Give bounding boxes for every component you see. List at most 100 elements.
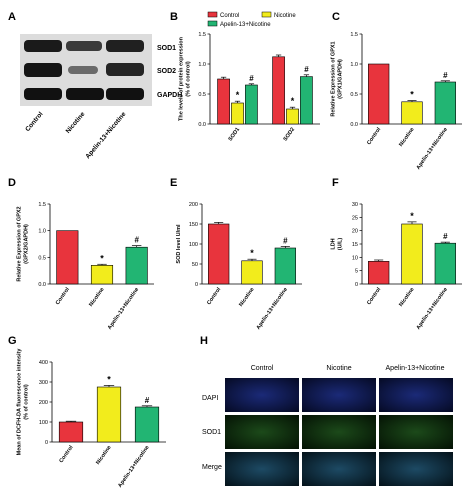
chart-d-y-tick-label: 1.5 <box>38 202 46 208</box>
chart-f-y-tick-label: 30 <box>352 202 358 208</box>
chart-f-ldh: 0 5 10 15 20 25 30 LDH (U/L) Control * Nicotine # Ape… <box>331 202 462 331</box>
chart-g-significance-mark: * <box>107 374 111 384</box>
chart-b-x-tick-label: SOD1 <box>228 127 242 143</box>
blot-band-sod1-nicotine <box>66 41 102 51</box>
chart-g-bar <box>96 386 122 443</box>
chart-f-y-tick-label: 5 <box>355 269 358 275</box>
chart-f-x-tick-label: Control <box>366 286 382 306</box>
chart-g-significance-mark: # <box>145 396 150 405</box>
chart-d-y-label: Relative Expression of GPX2 <box>17 206 23 281</box>
chart-g-bar <box>58 421 84 443</box>
blot-lane-label-apelin: Apelin-13+Nicotine <box>84 110 127 160</box>
chart-f-y-label: (U/L) <box>338 238 344 251</box>
chart-b-bar <box>217 78 230 125</box>
chart-g-y-tick-label: 400 <box>39 360 48 366</box>
micro-row-label-merge: Merge <box>202 464 222 471</box>
chart-b-sod-protein: 0.0 0.5 1.0 1.5 The levels of protein expres… <box>179 32 320 143</box>
chart-b-y-tick-label: 1.0 <box>198 62 206 68</box>
blot-lane-label-nicotine: Nicotine <box>65 111 87 135</box>
chart-e-y-tick-label: 0 <box>195 282 198 288</box>
chart-e-y-tick-label: 150 <box>189 222 198 228</box>
chart-b-y-tick-label: 0.5 <box>198 92 206 98</box>
chart-e-x-tick-label: Apelin-13+Nicotine <box>256 287 289 331</box>
chart-d-bar <box>56 230 79 285</box>
panel-label-f: F <box>332 177 339 189</box>
chart-c-y-label: Relative Expression of GPX1 <box>331 41 337 116</box>
chart-b-significance-mark: # <box>304 65 309 74</box>
blot-band-sod2-apelin <box>106 63 144 76</box>
panel-label-e: E <box>170 177 177 189</box>
chart-b-y-label: The levels of protein expression <box>179 36 185 121</box>
chart-g-y-tick-label: 0 <box>45 440 48 446</box>
chart-c-significance-mark: * <box>410 90 414 100</box>
chart-e-significance-mark: * <box>250 248 254 258</box>
blot-band-sod1-control <box>24 40 62 52</box>
chart-e-y-tick-label: 100 <box>189 242 198 248</box>
legend-label-nicotine: Nicotine <box>274 13 296 19</box>
blot-band-gapdh-control <box>24 88 62 100</box>
chart-d-bar <box>90 265 114 285</box>
chart-g-y-tick-label: 100 <box>39 420 48 426</box>
micro-image-sod1-nicotine <box>302 415 376 449</box>
chart-e-bar <box>208 223 230 285</box>
chart-b-y-tick-label: 1.5 <box>198 32 206 38</box>
legend: Control Nicotine Apelin-13+Nicotine <box>207 11 296 28</box>
chart-d-y-label: (GPX2/GAPDH) <box>24 224 30 264</box>
chart-c-y-tick-label: 1.0 <box>350 62 358 68</box>
chart-g-y-label: Mean of DCFH-DA fluorescence intensity <box>17 348 23 456</box>
chart-f-x-tick-label: Apelin-13+Nicotine <box>416 287 449 331</box>
chart-d-significance-mark: # <box>134 236 139 245</box>
chart-g-y-tick-label: 200 <box>39 400 48 406</box>
chart-e-bar <box>274 247 296 285</box>
chart-d-bar <box>125 246 148 285</box>
chart-d-x-tick-label: Nicotine <box>88 287 105 308</box>
chart-c-bar <box>434 81 456 125</box>
panel-label-c: C <box>332 11 340 23</box>
micro-image-merge-apelin <box>379 452 453 486</box>
chart-g-y-tick-label: 300 <box>39 380 48 386</box>
blot-band-gapdh-apelin <box>106 88 144 100</box>
panel-label-d: D <box>8 177 16 189</box>
micro-image-sod1-apelin <box>379 415 453 449</box>
chart-f-bar <box>368 261 390 285</box>
chart-f-significance-mark: # <box>443 232 448 241</box>
chart-d-x-tick-label: Apelin-13+Nicotine <box>107 287 140 331</box>
chart-f-y-tick-label: 0 <box>355 282 358 288</box>
chart-e-bar <box>241 260 263 285</box>
chart-g-x-tick-label: Control <box>59 444 75 464</box>
micro-image-dapi-nicotine <box>302 378 376 412</box>
chart-d-significance-mark: * <box>100 253 104 263</box>
chart-g-dcfh-da: 0 100 200 300 400 Mean of DCFH-DA fluorescenc… <box>17 348 166 489</box>
panel-label-b: B <box>170 11 178 23</box>
chart-c-bar <box>368 63 390 125</box>
chart-f-y-label: LDH <box>331 238 337 249</box>
chart-e-x-tick-label: Control <box>206 286 222 306</box>
blot-band-gapdh-nicotine <box>66 88 104 100</box>
blot-label-gapdh: GAPDH <box>157 92 182 99</box>
blot-band-sod2-nicotine <box>68 66 98 74</box>
microscopy-panel: Control Nicotine Apelin-13+Nicotine DAPI… <box>202 365 453 486</box>
micro-col-label-apelin: Apelin-13+Nicotine <box>386 365 445 372</box>
chart-c-y-tick-label: 1.5 <box>350 32 358 38</box>
chart-e-significance-mark: # <box>283 236 288 245</box>
panel-label-g: G <box>8 335 17 347</box>
chart-c-gpx1: 0.0 0.5 1.0 1.5 Relative Expression of GPX1(… <box>331 32 462 171</box>
chart-b-bar <box>300 76 313 125</box>
chart-c-bar <box>401 101 423 125</box>
blot-band-sod1-apelin <box>106 40 144 52</box>
chart-f-y-tick-label: 25 <box>352 215 358 221</box>
panel-label-h: H <box>200 335 208 347</box>
micro-row-label-sod1: SOD1 <box>202 429 221 436</box>
chart-c-x-tick-label: Control <box>366 126 382 146</box>
chart-d-y-tick-label: 0.5 <box>38 255 46 261</box>
chart-f-bar <box>434 242 456 285</box>
blot-band-sod2-control <box>24 63 62 77</box>
chart-d-gpx2: 0.0 0.5 1.0 1.5 Relative Expression of GPX2(… <box>17 202 154 331</box>
chart-b-bar <box>231 102 244 125</box>
legend-swatch-apelin <box>207 20 218 27</box>
chart-b-significance-mark: # <box>249 74 254 83</box>
micro-image-sod1-control <box>225 415 299 449</box>
chart-g-bar <box>134 406 160 443</box>
legend-label-apelin: Apelin-13+Nicotine <box>220 22 271 28</box>
